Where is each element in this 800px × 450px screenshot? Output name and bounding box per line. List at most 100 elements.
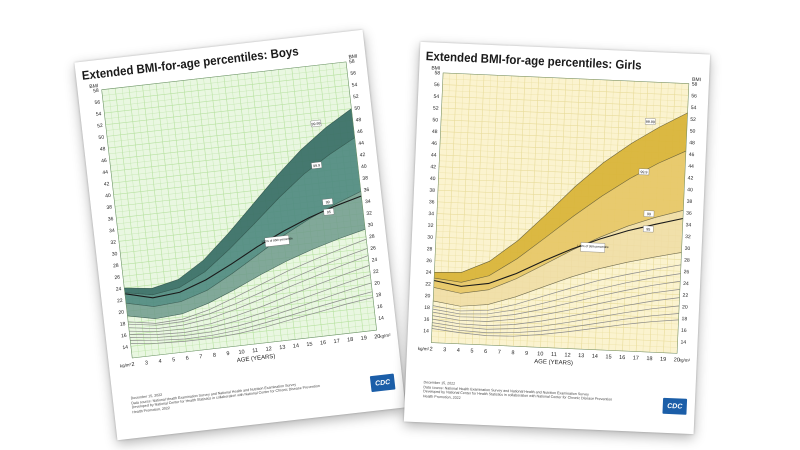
y-tick-label-left: 52 bbox=[433, 105, 439, 111]
y-tick-label-right: 58 bbox=[692, 82, 698, 88]
x-tick-label: 5 bbox=[470, 348, 473, 354]
x-tick-label: 10 bbox=[238, 349, 245, 356]
y-tick-label-left: 48 bbox=[432, 129, 438, 135]
y-tick-label-right: 40 bbox=[361, 164, 367, 171]
y-tick-label-left: 26 bbox=[426, 258, 432, 264]
x-tick-label: 12 bbox=[265, 346, 272, 353]
x-tick-label: 16 bbox=[619, 355, 625, 361]
series-label-box bbox=[310, 119, 322, 128]
series-line-12 bbox=[130, 297, 374, 344]
y-tick-label-left: 34 bbox=[428, 211, 434, 217]
series-label: 99 bbox=[647, 212, 651, 216]
series-line-12 bbox=[431, 319, 679, 337]
y-tick-label-right: 36 bbox=[686, 211, 692, 217]
grid-line-v bbox=[216, 76, 248, 345]
series-label-box bbox=[643, 225, 654, 233]
series-label-box bbox=[638, 168, 650, 176]
y-tick-label-right: 30 bbox=[685, 246, 691, 252]
y-axis-label-right: BMI bbox=[692, 77, 701, 83]
series-line-6 bbox=[128, 248, 368, 326]
y-tick-label-left: 52 bbox=[97, 123, 103, 130]
x-tick-label: 8 bbox=[213, 353, 217, 359]
x-tick-label: 20 bbox=[374, 334, 381, 341]
series-line-7 bbox=[432, 280, 681, 318]
y-tick-label-right: 54 bbox=[351, 82, 357, 89]
x-tick-label: 13 bbox=[578, 353, 584, 359]
y-tick-label-left: 50 bbox=[432, 117, 438, 123]
series-line-99 bbox=[433, 209, 684, 294]
y-tick-label-left: 28 bbox=[427, 246, 433, 252]
x-tick-label: 9 bbox=[525, 351, 528, 357]
y-tick-label-right: 28 bbox=[369, 234, 375, 241]
x-tick-label: 10 bbox=[537, 351, 543, 357]
y-tick-label-right: 22 bbox=[682, 293, 688, 299]
y-tick-label-left: 30 bbox=[112, 251, 118, 258]
grid-line-v bbox=[230, 75, 262, 344]
x-tick-label: 4 bbox=[158, 359, 162, 365]
y-tick-label-right: 58 bbox=[349, 59, 355, 66]
x-tick-label: 16 bbox=[320, 340, 327, 347]
grid-line-v bbox=[209, 77, 242, 346]
x-tick-label: 19 bbox=[360, 335, 367, 342]
y-tick-label-left: 58 bbox=[434, 70, 440, 76]
series-line-95 bbox=[127, 229, 366, 320]
x-axis-label: AGE (YEARS) bbox=[534, 359, 573, 367]
y-tick-label-left: 36 bbox=[429, 199, 435, 205]
y-tick-label-right: 52 bbox=[353, 94, 359, 101]
y-tick-label-left: 42 bbox=[430, 164, 436, 170]
band-99-95 bbox=[125, 191, 366, 319]
y-tick-label-right: 14 bbox=[680, 340, 686, 346]
y-tick-label-left: 18 bbox=[119, 321, 125, 328]
x-tick-label: 2 bbox=[131, 362, 135, 368]
x-tick-label: 11 bbox=[551, 352, 557, 358]
y-tick-label-left: 26 bbox=[114, 274, 120, 281]
cdc-logo: CDC bbox=[662, 397, 688, 415]
y-tick-label-right: 18 bbox=[375, 292, 381, 299]
series-label-box bbox=[322, 198, 334, 206]
y-tick-label-right: 40 bbox=[687, 187, 693, 193]
plot-frame bbox=[431, 72, 690, 354]
y-tick-label-right: 26 bbox=[370, 245, 376, 252]
x-tick-label: 4 bbox=[457, 348, 460, 354]
series-line-5 bbox=[128, 238, 367, 324]
grid-line-v bbox=[519, 76, 532, 347]
x-tick-label: 2 bbox=[429, 347, 432, 353]
series-line-11 bbox=[130, 291, 373, 341]
series-line-120pct bbox=[124, 195, 362, 299]
y-tick-label-left: 32 bbox=[428, 223, 434, 229]
grid-line-v bbox=[533, 77, 546, 348]
y-tick-label-right: 32 bbox=[366, 210, 372, 217]
y-tick-label-left: 40 bbox=[430, 176, 436, 182]
grid-line-v bbox=[223, 75, 255, 345]
series-label: 99.99 bbox=[646, 120, 655, 124]
grid-line-v bbox=[203, 78, 235, 347]
x-tick-label: 11 bbox=[252, 348, 258, 355]
y-tick-label-right: 38 bbox=[687, 199, 693, 205]
y-tick-label-right: 48 bbox=[355, 117, 361, 124]
y-axis-label-left: BMI bbox=[431, 65, 440, 71]
series-line-8 bbox=[129, 265, 370, 332]
series-line-99.99 bbox=[434, 112, 688, 273]
y-tick-label-right: 46 bbox=[689, 152, 695, 158]
y-tick-label-right: 44 bbox=[688, 164, 694, 170]
grid-line-v bbox=[540, 77, 553, 348]
y-tick-label-right: 24 bbox=[683, 281, 689, 287]
x-tick-label: 17 bbox=[633, 355, 639, 361]
boys-chart-sheet: Extended BMI-for-age percentiles: Boys 9… bbox=[74, 29, 406, 441]
series-line-7 bbox=[128, 255, 369, 330]
y-tick-label-left: 24 bbox=[426, 270, 432, 276]
y-tick-label-left: 20 bbox=[118, 309, 124, 316]
series-line-5 bbox=[432, 264, 682, 312]
series-label: 120% of 95th percentile bbox=[577, 244, 609, 249]
series-label-box bbox=[311, 161, 323, 170]
y-tick-label-left: 46 bbox=[431, 141, 437, 147]
series-label-box bbox=[644, 118, 656, 125]
y-tick-label-left: 14 bbox=[122, 344, 128, 351]
y-tick-label-left: 36 bbox=[108, 216, 114, 223]
y-tick-label-right: 38 bbox=[362, 175, 368, 182]
y-tick-label-right: 30 bbox=[367, 222, 373, 229]
x-tick-label: 17 bbox=[333, 338, 340, 345]
girls-chart-sheet: Extended BMI-for-age percentiles: Girls … bbox=[403, 41, 711, 435]
band-99.99-99.9 bbox=[124, 108, 355, 295]
